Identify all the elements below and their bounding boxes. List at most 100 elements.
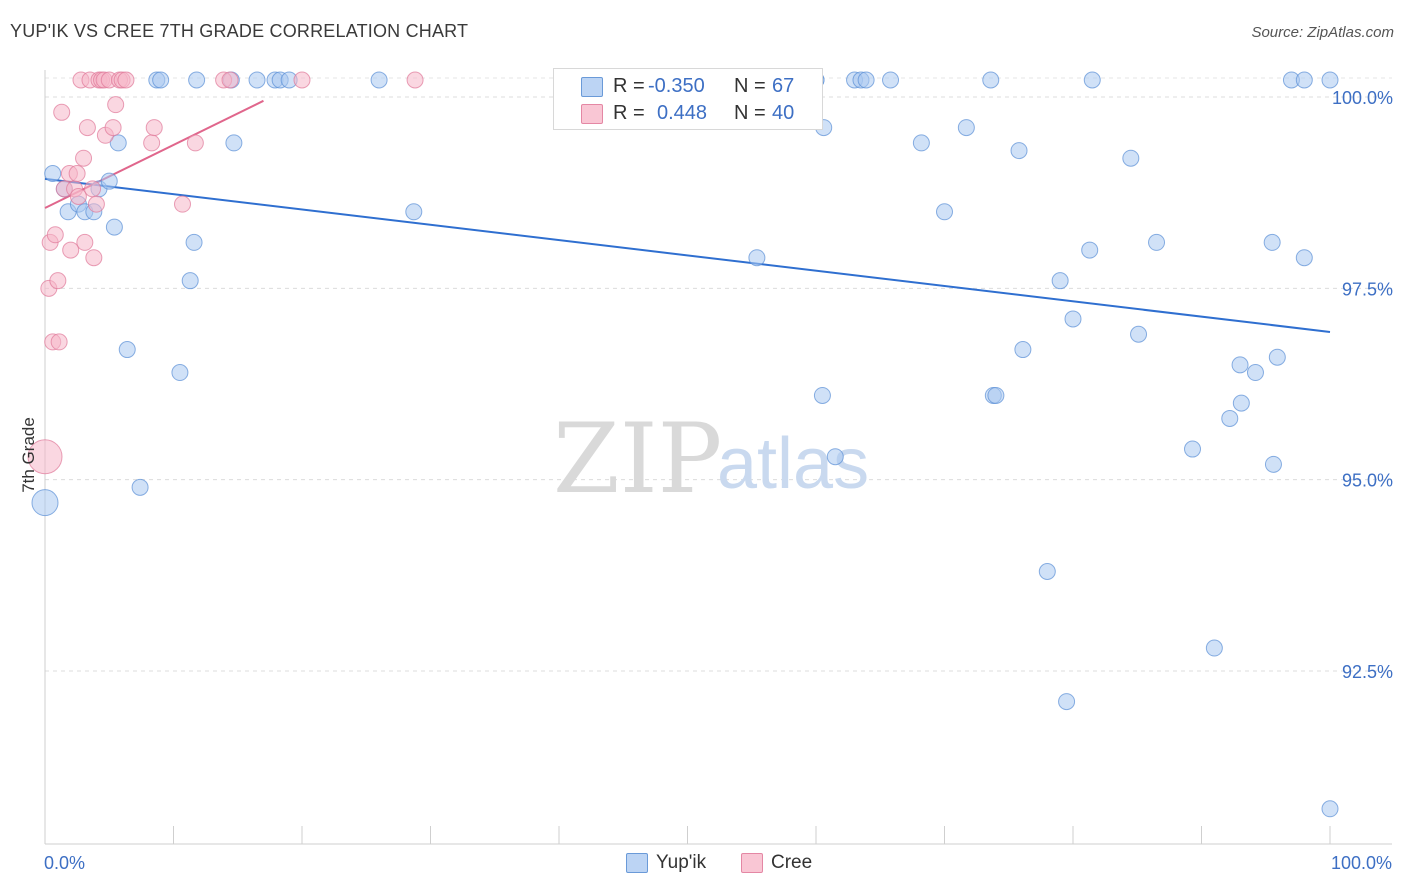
legend-swatch-yupik	[581, 77, 603, 97]
x-tick-labels: 0.0% 100.0%	[44, 853, 1392, 873]
legend-n-value: 67	[772, 75, 795, 97]
point-yupik	[1130, 325, 1148, 343]
point-yupik	[1246, 364, 1264, 382]
trend-line-yupik	[44, 177, 1331, 333]
x-tick-label: 100.0%	[1331, 853, 1392, 873]
point-yupik	[225, 134, 243, 152]
point-yupik	[152, 71, 170, 89]
y-tick-label: 92.5%	[1342, 662, 1393, 682]
legend-swatch-cree-bottom	[741, 852, 763, 873]
point-yupik	[1263, 233, 1281, 251]
legend-r-label: R =	[613, 75, 645, 97]
point-yupik	[171, 364, 189, 382]
point-cree	[145, 119, 163, 137]
watermark-zip: ZIP	[553, 403, 722, 515]
point-yupik	[1038, 563, 1056, 581]
point-cree	[84, 180, 102, 198]
legend-row-yupik: R = -0.350 N = 67	[554, 73, 822, 101]
legend-n-label: N =	[734, 102, 766, 124]
point-yupik	[1321, 800, 1339, 818]
point-yupik	[813, 386, 831, 404]
point-cree	[76, 233, 94, 251]
point-yupik	[1232, 394, 1250, 412]
point-yupik	[1122, 149, 1140, 167]
point-yupik	[1221, 409, 1239, 427]
point-yupik	[882, 71, 900, 89]
point-cree	[27, 439, 63, 475]
point-yupik	[44, 165, 62, 183]
legend-r-label: R =	[613, 102, 645, 124]
point-cree	[293, 71, 311, 89]
point-cree	[78, 119, 96, 137]
point-yupik	[1051, 272, 1069, 290]
legend-n-value: 40	[772, 102, 795, 124]
point-yupik	[131, 478, 149, 496]
point-cree	[49, 272, 67, 290]
point-yupik	[1058, 693, 1076, 711]
point-yupik	[912, 134, 930, 152]
point-yupik	[1081, 241, 1099, 259]
legend-swatch-yupik-bottom	[626, 852, 648, 873]
watermark-atlas: atlas	[717, 424, 869, 504]
point-cree	[117, 71, 135, 89]
point-cree	[85, 249, 103, 267]
y-tick-label: 100.0%	[1332, 88, 1393, 108]
point-yupik	[1321, 71, 1339, 89]
point-yupik	[957, 119, 975, 137]
y-tick-labels: 100.0% 97.5% 95.0% 92.5%	[1332, 88, 1393, 682]
point-yupik	[1184, 440, 1202, 458]
point-cree	[406, 71, 424, 89]
point-yupik	[188, 71, 206, 89]
point-cree	[186, 134, 204, 152]
point-cree	[107, 96, 125, 114]
point-yupik	[1295, 71, 1313, 89]
point-cree	[173, 195, 191, 213]
point-yupik	[1295, 249, 1313, 267]
point-cree	[69, 187, 87, 205]
legend-r-value: 0.448	[657, 102, 708, 124]
point-yupik	[1205, 639, 1223, 657]
point-cree	[53, 103, 71, 121]
point-yupik	[185, 233, 203, 251]
point-yupik	[748, 249, 766, 267]
legend-n-label: N =	[734, 75, 766, 97]
bottom-legend-cree: Cree	[741, 852, 812, 874]
point-cree	[68, 165, 86, 183]
legend-label-yupik: Yup'ik	[656, 852, 707, 873]
point-yupik	[857, 71, 875, 89]
point-yupik	[248, 71, 266, 89]
point-yupik	[109, 134, 127, 152]
legend-r-value: -0.350	[648, 75, 705, 97]
point-yupik	[936, 203, 953, 221]
point-yupik	[370, 71, 388, 89]
point-yupik	[1264, 455, 1282, 473]
point-yupik	[1014, 341, 1032, 359]
y-axis-label: 7th Grade	[19, 417, 38, 493]
y-tick-label: 95.0%	[1342, 471, 1393, 491]
source-attribution: Source: ZipAtlas.com	[1251, 24, 1394, 41]
point-yupik	[31, 489, 59, 517]
point-cree	[87, 195, 105, 213]
legend-label-cree: Cree	[771, 852, 813, 873]
point-yupik	[118, 341, 136, 359]
point-cree	[221, 71, 239, 89]
point-yupik	[1148, 233, 1166, 251]
point-cree	[104, 119, 122, 137]
point-cree	[46, 226, 64, 244]
point-yupik	[1268, 348, 1286, 366]
point-yupik	[987, 386, 1005, 404]
point-yupik	[1064, 310, 1082, 328]
legend-row-cree: R = 0.448 N = 40	[554, 100, 822, 128]
point-yupik	[1231, 356, 1249, 374]
point-yupik	[405, 203, 423, 221]
point-yupik	[181, 272, 199, 290]
stats-legend: R = -0.350 N = 67 R = 0.448 N = 40	[553, 68, 823, 130]
chart-title: YUP'IK VS CREE 7TH GRADE CORRELATION CHA…	[10, 21, 469, 41]
point-yupik	[100, 172, 118, 190]
grid-lines	[45, 77, 1392, 672]
point-yupik	[1010, 142, 1028, 160]
point-cree	[50, 333, 68, 351]
bottom-legend-yupik: Yup'ik	[626, 852, 706, 874]
y-tick-label: 97.5%	[1342, 279, 1393, 299]
